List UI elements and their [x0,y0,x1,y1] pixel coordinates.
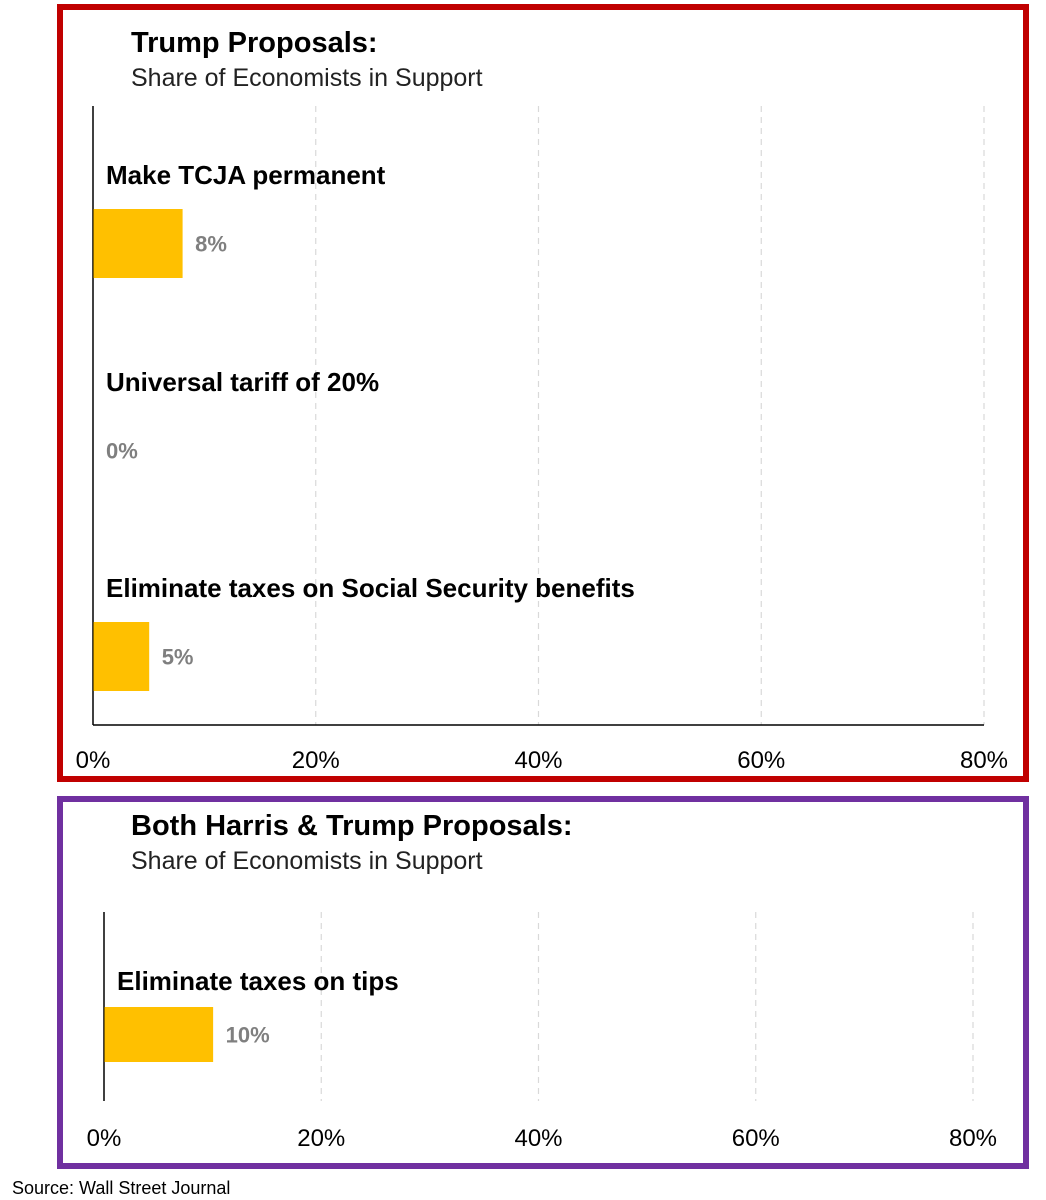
chart-title-both: Both Harris & Trump Proposals: [131,810,573,842]
both-proposals-chart: 0% 20% 40% 60% 80% Eliminate taxes on tips 10% [87,912,997,1152]
category-label: Eliminate taxes on tips [117,966,399,996]
x-tick-label: 60% [737,747,785,774]
both-proposals-panel [57,796,1029,1169]
data-label: 8% [195,232,227,257]
data-label: 10% [226,1023,270,1048]
bar [104,1007,214,1062]
trump-proposals-chart: 0% 20% 40% 60% 80% Make TCJA permanent 8% Unive… [76,106,1008,774]
source-note: Source: Wall Street Journal [12,1178,231,1198]
chart-title-trump: Trump Proposals: [131,27,378,59]
bar [93,209,183,278]
data-label: 0% [106,439,138,464]
x-tick-label: 80% [949,1125,997,1152]
x-tick-label: 40% [514,1125,562,1152]
chart-subtitle-both: Share of Economists in Support [131,847,483,875]
chart-subtitle-trump: Share of Economists in Support [131,64,483,92]
category-label: Eliminate taxes on Social Security benef… [106,573,635,603]
x-tick-label: 20% [292,747,340,774]
x-tick-label: 20% [297,1125,345,1152]
category-label: Make TCJA permanent [106,160,386,190]
x-tick-label: 80% [960,747,1008,774]
data-label: 5% [162,645,194,670]
category-label: Universal tariff of 20% [106,367,379,397]
x-tick-label: 0% [76,747,111,774]
bar [93,622,150,691]
trump-proposals-panel [57,4,1029,782]
x-tick-label: 0% [87,1125,122,1152]
x-tick-label: 60% [732,1125,780,1152]
x-tick-label: 40% [514,747,562,774]
